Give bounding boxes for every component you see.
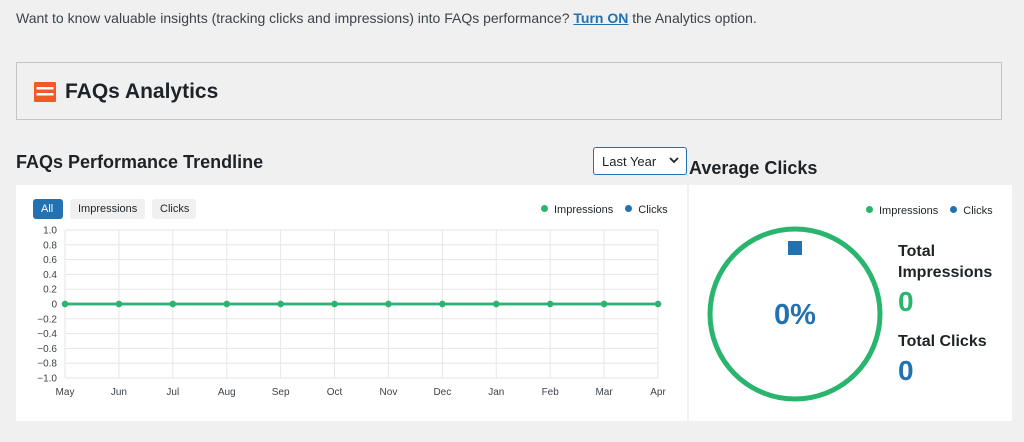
y-tick-label: 0.4: [43, 270, 57, 281]
total-impressions-label-line1: Total: [898, 243, 936, 260]
faqs-analytics-header: FAQs Analytics: [16, 62, 1002, 120]
avg-legend-clicks[interactable]: Clicks: [950, 205, 993, 217]
average-clicks-donut: 0%: [707, 226, 883, 402]
x-tick-label: Mar: [595, 387, 613, 398]
y-tick-label: 0.8: [43, 240, 57, 251]
analytics-notice: Want to know valuable insights (tracking…: [16, 10, 757, 26]
data-point-impressions: [385, 300, 392, 308]
avg-legend-impressions[interactable]: Impressions: [866, 205, 938, 217]
average-clicks-title: Average Clicks: [689, 158, 818, 178]
avg-legend-impressions-label: Impressions: [879, 205, 939, 217]
y-tick-label: −0.2: [37, 314, 57, 325]
clicks-dot-icon: [625, 205, 633, 212]
x-tick-label: Sep: [272, 387, 290, 398]
y-tick-label: −0.6: [37, 344, 57, 355]
total-clicks-label: Total Clicks: [898, 333, 987, 350]
notice-text-after: the Analytics option.: [628, 10, 757, 26]
tab-impressions[interactable]: Impressions: [70, 199, 145, 219]
period-select[interactable]: Last Year: [593, 147, 687, 175]
x-tick-label: Feb: [542, 387, 560, 398]
y-tick-label: 0.6: [43, 255, 57, 266]
x-tick-label: Oct: [327, 387, 343, 398]
y-tick-label: 0.2: [43, 285, 57, 296]
data-point-impressions: [61, 300, 69, 308]
data-point-impressions: [169, 300, 177, 308]
tab-all[interactable]: All: [33, 199, 63, 219]
y-tick-label: −0.4: [37, 329, 57, 340]
chevron-down-icon: [669, 157, 679, 164]
legend-clicks[interactable]: Clicks: [625, 204, 668, 216]
legend-impressions[interactable]: Impressions: [541, 204, 613, 216]
donut-ring: [707, 226, 883, 402]
trend-legend: Impressions Clicks: [541, 204, 668, 216]
data-point-impressions: [546, 300, 554, 308]
donut-clicks-marker-icon: [788, 241, 802, 255]
data-point-impressions: [654, 300, 662, 308]
clicks-dot-icon: [950, 206, 958, 213]
average-legend: Impressions Clicks: [866, 205, 993, 217]
average-percent: 0%: [774, 299, 816, 331]
data-point-impressions: [493, 300, 500, 308]
data-point-impressions: [439, 300, 446, 308]
data-point-impressions: [223, 300, 230, 308]
x-tick-label: Jul: [166, 387, 179, 398]
x-tick-label: Apr: [650, 387, 666, 398]
x-tick-label: Dec: [433, 387, 451, 398]
avg-legend-clicks-label: Clicks: [963, 205, 993, 217]
y-tick-label: 0: [51, 300, 57, 311]
period-select-value: Last Year: [602, 154, 657, 169]
data-point-impressions: [331, 300, 338, 308]
x-tick-label: Nov: [380, 387, 398, 398]
data-point-impressions: [600, 300, 608, 308]
legend-clicks-label: Clicks: [638, 204, 668, 216]
data-point-impressions: [115, 300, 123, 308]
page-title: FAQs Analytics: [65, 80, 219, 103]
total-clicks-value: 0: [898, 355, 914, 386]
total-impressions-label-line2: Impressions: [898, 264, 993, 281]
trendline-title: FAQs Performance Trendline: [16, 152, 264, 172]
faq-analytics-logo-icon: [34, 82, 56, 102]
x-tick-label: Jan: [488, 387, 504, 398]
x-tick-label: Aug: [218, 387, 236, 398]
tab-clicks[interactable]: Clicks: [152, 199, 196, 219]
turn-on-analytics-link[interactable]: Turn ON: [573, 10, 629, 26]
trendline-chart: 1.0 0.8 0.6 0.4 0.2 0 −0.2 −0.4 −0.6 −0.8 −1.0 May J…: [37, 226, 666, 399]
impressions-dot-icon: [541, 205, 548, 212]
total-impressions-value: 0: [898, 286, 914, 317]
legend-impressions-label: Impressions: [554, 204, 614, 216]
impressions-dot-icon: [866, 206, 873, 213]
y-tick-label: 1.0: [43, 226, 57, 237]
notice-text: Want to know valuable insights (tracking…: [16, 10, 574, 26]
x-tick-label: May: [56, 387, 75, 398]
y-tick-label: −1.0: [37, 374, 57, 385]
x-tick-label: Jun: [111, 387, 127, 398]
total-impressions-label: Total Impressions: [898, 241, 992, 283]
data-point-impressions: [277, 300, 284, 308]
y-tick-label: −0.8: [37, 359, 57, 370]
